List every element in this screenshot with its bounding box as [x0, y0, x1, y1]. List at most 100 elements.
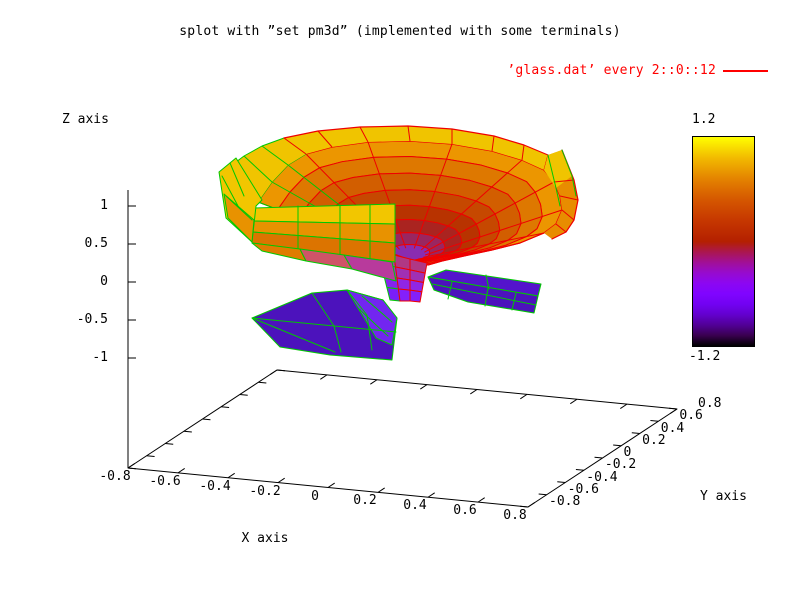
rim-facet-line: [243, 155, 273, 183]
x-tick-mark-mirror: [520, 393, 528, 400]
z-axis-title: Z axis: [62, 112, 109, 127]
line-overlay-radial: [418, 249, 493, 260]
y-tick-label: -0.4: [586, 469, 618, 485]
stem-quad: [397, 288, 411, 302]
legend: ’glass.dat’ every 2::0::12: [507, 63, 768, 78]
y-tick-mark: [538, 493, 547, 496]
glass-surface: [218, 125, 579, 361]
x-tick-label: 0.6: [453, 503, 477, 519]
pm3d-seam-line: [547, 154, 561, 207]
pm3d-grid-line: [229, 162, 245, 197]
line-overlay-radial: [425, 209, 563, 256]
x-tick-mark: [427, 492, 435, 498]
y-tick-mark: [650, 419, 659, 422]
rim-facet-line: [261, 145, 289, 166]
x-tick-mark: [327, 482, 335, 488]
x-tick-mark: [277, 477, 285, 484]
line-overlay-radial: [423, 232, 545, 258]
y-tick-label: 0.8: [698, 396, 722, 411]
x-tick-mark-mirror: [370, 379, 378, 385]
line-overlay-radial: [420, 159, 523, 251]
y-tick-mark-mirror: [276, 369, 286, 372]
axes-3d: [127, 190, 678, 508]
x-tick-mark-mirror: [470, 389, 478, 395]
y-tick-label: 0.2: [642, 432, 666, 448]
pm3d-grid-line: [357, 307, 389, 337]
pm3d-grid-line: [251, 317, 397, 333]
x-tick-mark: [527, 502, 535, 508]
y-tick-label: -0.8: [549, 494, 581, 509]
pm3d-grid-line: [225, 195, 253, 221]
y-tick-mark-mirror: [146, 455, 155, 458]
line-overlay-ring: [561, 209, 575, 221]
pm3d-seam-line: [561, 149, 577, 197]
x-tick-mark-mirror: [620, 403, 628, 409]
colorbar: [692, 136, 755, 347]
rim-top-band: [228, 126, 548, 202]
line-overlay-ring: [555, 223, 567, 233]
rim-outer-edge: [283, 125, 549, 156]
rim-facet-line: [407, 125, 411, 142]
z-tick-label: 0: [100, 274, 108, 289]
rim-facet-line: [317, 130, 333, 148]
y-tick-mark: [631, 432, 640, 434]
z-tick-label: -0.5: [76, 312, 108, 327]
rim-facet-line: [283, 137, 307, 155]
line-overlay-radial: [413, 259, 443, 262]
x-tick-mark: [227, 472, 235, 479]
y-tick-mark-mirror: [165, 443, 174, 445]
x-tick-label: -0.8: [99, 469, 131, 484]
wall-stem-transition: [343, 254, 397, 282]
x-tick-label: -0.2: [249, 483, 281, 499]
x-tick-label: 0.8: [503, 508, 527, 523]
pm3d-grid-line: [485, 274, 490, 290]
y-tick-label: 0.4: [660, 420, 685, 436]
pm3d-grid-line: [221, 175, 239, 207]
line-overlay-radial: [367, 141, 407, 249]
x-tick-mark-mirror: [570, 398, 578, 405]
x-tick-mark: [177, 468, 185, 474]
line-overlay-radial: [413, 143, 453, 249]
pm3d-grid-line: [511, 292, 517, 311]
x-tick-mark: [127, 463, 135, 469]
pm3d-grid-line: [484, 287, 489, 307]
stem-quad: [409, 289, 423, 303]
pm3d-grid-line: [251, 317, 336, 353]
z-tick-label: 1: [100, 198, 108, 213]
x-tick-mark-mirror: [670, 408, 678, 414]
x-tick-mark: [477, 497, 485, 503]
left-rim-cap-lower: [223, 193, 255, 243]
pm3d-grid-line: [447, 281, 453, 300]
y-tick-mark: [557, 481, 566, 483]
y-tick-label: 0: [623, 445, 632, 460]
stem-quad: [396, 277, 411, 291]
plot-title: splot with ”set pm3d” (implemented with …: [179, 24, 621, 39]
rim-facet-line: [521, 144, 525, 161]
rim-facet-line: [359, 126, 369, 143]
pm3d-grid-line: [361, 295, 393, 323]
glass-base-petal: [427, 276, 539, 314]
y-tick-mark-mirror: [221, 406, 230, 409]
legend-line-sample: [723, 69, 768, 72]
x-tick-mark-mirror: [420, 384, 428, 390]
x-tick-label: 0: [311, 488, 319, 504]
y-tick-label: -0.6: [567, 481, 599, 497]
colorbar-max-label: 1.2: [692, 112, 716, 127]
x-tick-label: 0.4: [403, 498, 427, 514]
x-tick-label: -0.4: [199, 478, 231, 494]
x-tick-label: -0.6: [149, 473, 181, 489]
y-tick-mark: [613, 444, 622, 447]
x-axis-title: X axis: [241, 531, 289, 546]
rim-facet-line: [491, 135, 495, 152]
y-tick-mark-mirror: [258, 381, 267, 384]
right-outer-wall-top: [544, 150, 572, 188]
y-tick-mark: [668, 407, 678, 410]
pm3d-grid-line: [287, 164, 350, 213]
y-tick-mark-mirror: [183, 430, 192, 433]
x-tick-mark-mirror: [270, 369, 278, 375]
y-tick-label: 0.6: [679, 408, 703, 424]
y-tick-mark-mirror: [239, 394, 248, 396]
z-tick-label: 0.5: [84, 236, 108, 251]
